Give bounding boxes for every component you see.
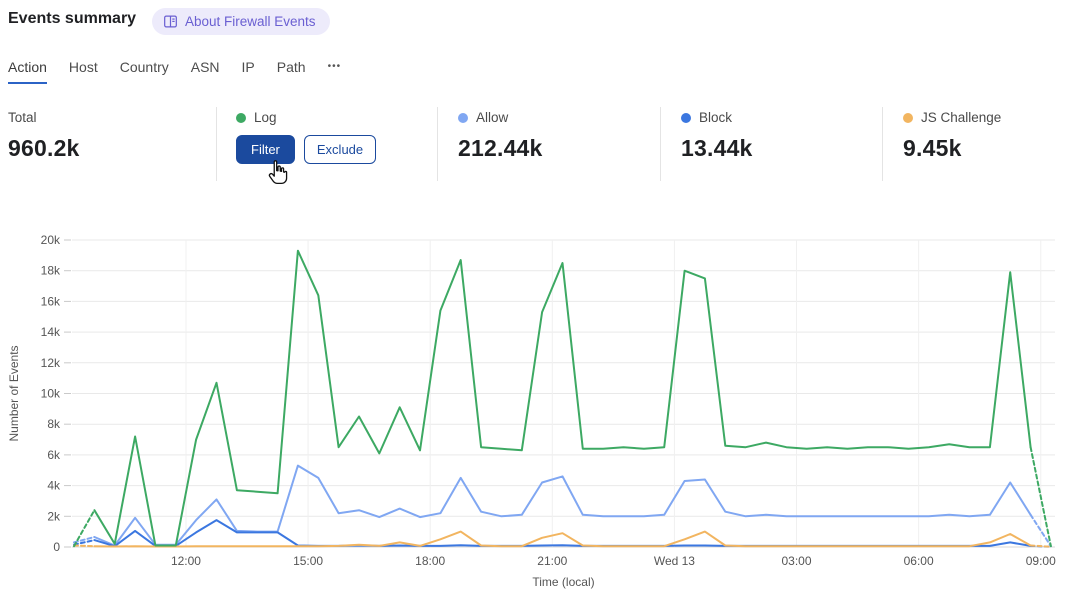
js-challenge-label: JS Challenge bbox=[921, 110, 1002, 125]
y-tick-label: 16k bbox=[41, 294, 61, 308]
log-legend-dot bbox=[236, 112, 246, 123]
y-tick-label: 4k bbox=[47, 479, 61, 493]
series-line-allow-leading-dashed bbox=[73, 536, 96, 544]
card-block: Block 13.44k bbox=[681, 110, 753, 162]
card-divider bbox=[660, 107, 661, 181]
series-line-js-challenge-trailing-dashed bbox=[1029, 544, 1052, 548]
book-icon bbox=[163, 14, 178, 29]
card-divider bbox=[216, 107, 217, 181]
js-challenge-legend-dot bbox=[903, 112, 913, 123]
x-tick-label: 21:00 bbox=[537, 554, 567, 568]
block-value: 13.44k bbox=[681, 135, 753, 161]
y-tick-label: 8k bbox=[47, 417, 61, 431]
exclude-button[interactable]: Exclude bbox=[303, 135, 377, 164]
about-firewall-events-badge[interactable]: About Firewall Events bbox=[152, 8, 330, 35]
block-legend-dot bbox=[681, 112, 691, 123]
card-allow: Allow 212.44k bbox=[458, 110, 543, 162]
total-value: 960.2k bbox=[8, 135, 80, 161]
x-tick-label: 03:00 bbox=[782, 554, 812, 568]
card-divider bbox=[882, 107, 883, 181]
y-tick-label: 10k bbox=[41, 387, 61, 401]
y-tick-label: 18k bbox=[41, 264, 61, 278]
tab-country[interactable]: Country bbox=[119, 59, 169, 75]
series-line-log-leading-dashed bbox=[73, 509, 96, 548]
log-label: Log bbox=[254, 110, 277, 125]
x-tick-label: 09:00 bbox=[1026, 554, 1056, 568]
tab-path[interactable]: Path bbox=[276, 59, 306, 75]
tab-action[interactable]: Action bbox=[8, 59, 47, 84]
card-js-challenge: JS Challenge 9.45k bbox=[903, 110, 1001, 162]
series-line-js-challenge bbox=[93, 530, 1032, 548]
filter-button[interactable]: Filter bbox=[236, 135, 295, 164]
allow-legend-dot bbox=[458, 112, 468, 123]
y-tick-label: 6k bbox=[47, 448, 61, 462]
series-line-allow-trailing-dashed bbox=[1029, 513, 1052, 548]
card-divider bbox=[437, 107, 438, 181]
x-tick-label: 15:00 bbox=[293, 554, 323, 568]
js-challenge-value: 9.45k bbox=[903, 135, 962, 161]
tab-host[interactable]: Host bbox=[68, 59, 98, 75]
allow-label: Allow bbox=[476, 110, 509, 125]
y-tick-label: 0 bbox=[53, 540, 60, 554]
total-label: Total bbox=[8, 110, 37, 125]
x-tick-label: Wed 13 bbox=[654, 554, 695, 568]
block-label: Block bbox=[699, 110, 733, 125]
group-by-tabs: Action Host Country ASN IP Path ••• bbox=[8, 59, 341, 84]
events-time-series-chart[interactable]: 0 2k 4k 6k 8k 10k 12k 14k 16k 18k 20k 12:00 15:00 18:… bbox=[0, 225, 1068, 598]
card-total: Total 960.2k bbox=[8, 110, 80, 162]
x-axis-title: Time (local) bbox=[532, 575, 594, 589]
series-line-log-trailing-dashed bbox=[1029, 446, 1052, 548]
series-line-js-challenge-leading-dashed bbox=[73, 544, 96, 548]
y-tick-label: 12k bbox=[41, 356, 61, 370]
x-tick-label: 18:00 bbox=[415, 554, 445, 568]
series-line-log bbox=[93, 249, 1032, 547]
y-tick-label: 14k bbox=[41, 325, 61, 339]
tab-ip[interactable]: IP bbox=[241, 59, 255, 75]
tab-asn[interactable]: ASN bbox=[190, 59, 220, 75]
card-log: Log Filter Exclude bbox=[236, 110, 377, 164]
page-title: Events summary bbox=[8, 10, 137, 27]
allow-value: 212.44k bbox=[458, 135, 543, 161]
y-tick-label: 20k bbox=[41, 233, 61, 247]
badge-label: About Firewall Events bbox=[185, 14, 316, 29]
x-tick-label: 06:00 bbox=[904, 554, 934, 568]
y-tick-label: 2k bbox=[47, 509, 61, 523]
series-line-block-leading-dashed bbox=[73, 539, 96, 546]
y-axis-title: Number of Events bbox=[7, 345, 21, 441]
series-line-allow bbox=[93, 464, 1032, 547]
x-tick-label: 12:00 bbox=[171, 554, 201, 568]
tabs-more-button[interactable]: ••• bbox=[327, 61, 342, 72]
